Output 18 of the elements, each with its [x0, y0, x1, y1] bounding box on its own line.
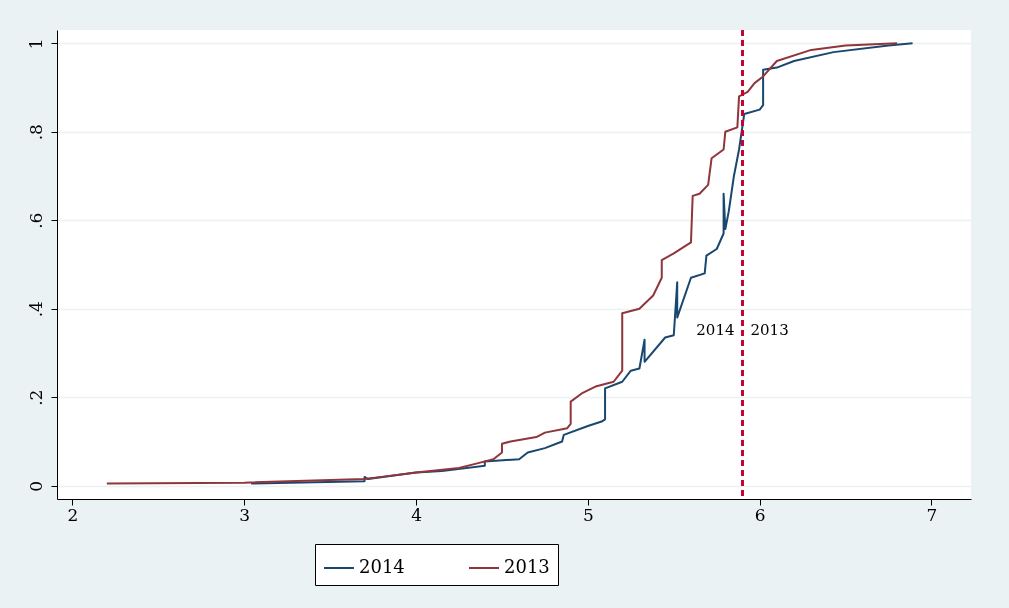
x-tick-label: 4 [411, 504, 422, 525]
y-tick-label: .2 [25, 389, 46, 406]
line-series [250, 42, 914, 485]
y-tick-label: .8 [25, 124, 46, 141]
line-series [105, 42, 899, 485]
annotation: 2014 [696, 321, 735, 339]
x-tick-label: 3 [239, 504, 251, 525]
y-tick-label: 1 [25, 38, 46, 50]
x-tick-label: 5 [582, 504, 594, 525]
annotation: 2013 [750, 321, 789, 339]
y-tick-label: .6 [25, 212, 46, 229]
legend-label: 2013 [504, 556, 550, 577]
y-tick-label: 0 [25, 480, 46, 492]
x-tick-label: 2 [67, 504, 79, 525]
y-tick-label: .4 [25, 301, 46, 318]
x-tick-label: 6 [754, 504, 766, 525]
legend-label: 2014 [359, 556, 405, 577]
x-tick-label: 7 [926, 504, 938, 525]
